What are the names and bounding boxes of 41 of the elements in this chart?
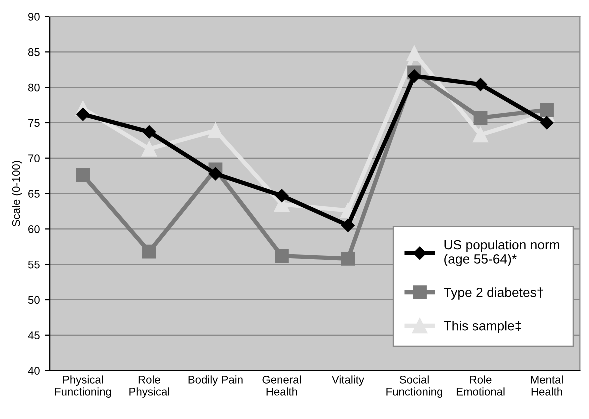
point — [142, 142, 158, 157]
x-tick-label: General Health — [262, 376, 302, 396]
x-tick-label: Role Emotional — [456, 376, 505, 396]
y-tick-label: 90 — [28, 13, 40, 21]
x-tick-label: Vitality — [332, 376, 364, 386]
x-tick-label: Physical Functioning — [55, 376, 112, 398]
point — [341, 252, 356, 266]
y-tick-label: 70 — [28, 154, 40, 163]
point — [473, 127, 488, 143]
point — [76, 108, 90, 122]
y-tick-label: 40 — [28, 367, 40, 375]
point — [208, 123, 224, 138]
x-tick-label: Bodily Pain — [188, 376, 243, 386]
point — [406, 46, 422, 62]
point — [76, 168, 90, 182]
point — [342, 219, 355, 232]
point — [474, 111, 488, 125]
point — [540, 116, 554, 130]
y-tick-label: 50 — [28, 296, 40, 304]
y-tick-label: 65 — [28, 190, 40, 198]
point — [142, 244, 156, 259]
point — [209, 167, 222, 181]
point — [540, 103, 554, 118]
x-tick-label: Role Physical — [130, 376, 170, 398]
point — [408, 70, 422, 83]
legend-label: This sample‡ — [444, 321, 522, 334]
point — [142, 126, 156, 139]
legend-label: US population norm (age 55-64)* — [444, 240, 560, 266]
y-tick-label: 60 — [28, 225, 40, 234]
x-tick-label: Social Functioning — [386, 376, 443, 398]
y-tick-label: 45 — [28, 332, 40, 340]
y-tick-label: 75 — [28, 119, 40, 128]
y-tick-label: 55 — [28, 260, 40, 269]
point — [474, 78, 488, 92]
y-axis-title: Scale (0-100) — [12, 161, 22, 227]
x-tick-label: Mental Health — [531, 376, 563, 396]
y-tick-label: 85 — [28, 48, 40, 56]
point — [275, 249, 289, 264]
y-tick-label: 80 — [28, 84, 40, 92]
legend-label: Type 2 diabetes† — [444, 288, 544, 300]
point — [275, 189, 289, 202]
